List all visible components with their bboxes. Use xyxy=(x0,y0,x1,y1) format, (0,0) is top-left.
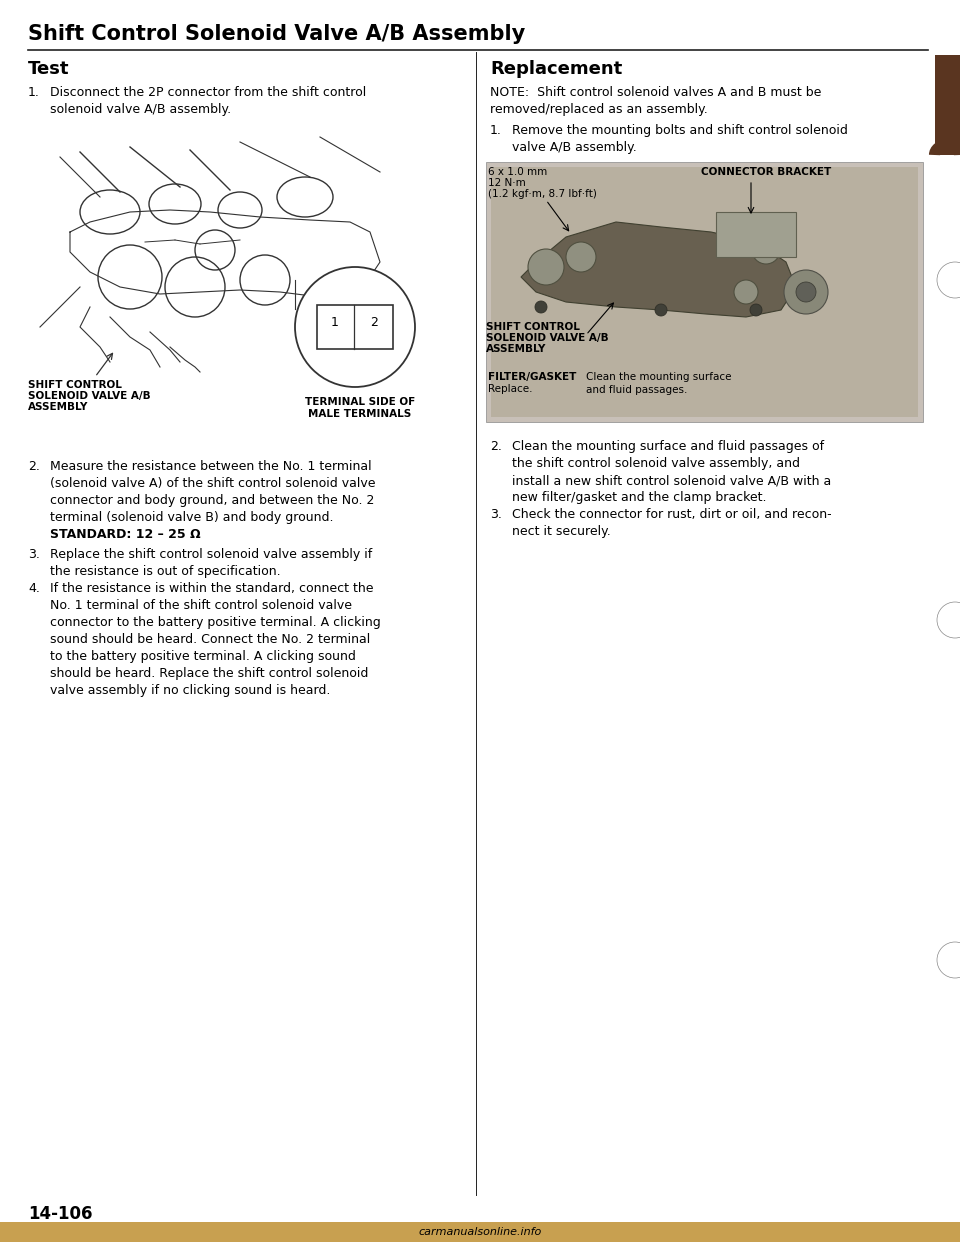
Text: 3.: 3. xyxy=(28,548,40,561)
Circle shape xyxy=(750,304,762,315)
Polygon shape xyxy=(521,222,796,317)
Polygon shape xyxy=(935,55,960,155)
Text: Replace.: Replace. xyxy=(488,384,533,394)
Text: Test: Test xyxy=(28,60,69,78)
Text: 1: 1 xyxy=(331,315,339,328)
Text: Replace the shift control solenoid valve assembly if
the resistance is out of sp: Replace the shift control solenoid valve… xyxy=(50,548,372,578)
Text: 2.: 2. xyxy=(490,440,502,453)
Bar xyxy=(0,1222,960,1242)
Bar xyxy=(28,132,466,442)
Text: 3.: 3. xyxy=(490,508,502,520)
Bar xyxy=(491,166,918,417)
Text: SHIFT CONTROL: SHIFT CONTROL xyxy=(486,322,580,332)
Text: Check the connector for rust, dirt or oil, and recon-
nect it securely.: Check the connector for rust, dirt or oi… xyxy=(512,508,831,538)
Text: 6 x 1.0 mm: 6 x 1.0 mm xyxy=(488,166,547,178)
Circle shape xyxy=(796,282,816,302)
Text: SHIFT CONTROL: SHIFT CONTROL xyxy=(28,380,122,390)
Text: CONNECTOR BRACKET: CONNECTOR BRACKET xyxy=(701,166,831,178)
Circle shape xyxy=(535,301,547,313)
Circle shape xyxy=(528,248,564,284)
Text: carmanualsonline.info: carmanualsonline.info xyxy=(419,1227,541,1237)
Text: Disconnect the 2P connector from the shift control
solenoid valve A/B assembly.: Disconnect the 2P connector from the shi… xyxy=(50,86,367,116)
Text: Clean the mounting surface and fluid passages of
the shift control solenoid valv: Clean the mounting surface and fluid pas… xyxy=(512,440,831,504)
Text: Shift Control Solenoid Valve A/B Assembly: Shift Control Solenoid Valve A/B Assembl… xyxy=(28,24,525,43)
Circle shape xyxy=(937,262,960,298)
Circle shape xyxy=(655,304,667,315)
Text: 12 N·m: 12 N·m xyxy=(488,178,526,188)
Text: Measure the resistance between the No. 1 terminal
(solenoid valve A) of the shif: Measure the resistance between the No. 1… xyxy=(50,460,375,524)
Text: FILTER/GASKET: FILTER/GASKET xyxy=(488,373,576,383)
Text: 14-106: 14-106 xyxy=(28,1205,92,1223)
Text: MALE TERMINALS: MALE TERMINALS xyxy=(308,409,412,419)
Text: Remove the mounting bolts and shift control solenoid
valve A/B assembly.: Remove the mounting bolts and shift cont… xyxy=(512,124,848,154)
Text: TERMINAL SIDE OF: TERMINAL SIDE OF xyxy=(305,397,415,407)
Text: ASSEMBLY: ASSEMBLY xyxy=(486,344,546,354)
Text: If the resistance is within the standard, connect the
No. 1 terminal of the shif: If the resistance is within the standard… xyxy=(50,582,381,697)
Text: (1.2 kgf·m, 8.7 lbf·ft): (1.2 kgf·m, 8.7 lbf·ft) xyxy=(488,189,597,199)
Text: 4.: 4. xyxy=(28,582,40,595)
Text: STANDARD: 12 – 25 Ω: STANDARD: 12 – 25 Ω xyxy=(50,528,201,542)
Circle shape xyxy=(937,941,960,977)
Text: Replacement: Replacement xyxy=(490,60,622,78)
Bar xyxy=(716,212,796,257)
Circle shape xyxy=(734,279,758,304)
Text: 2: 2 xyxy=(370,315,378,328)
Text: Clean the mounting surface
and fluid passages.: Clean the mounting surface and fluid pas… xyxy=(586,373,732,395)
Text: 1.: 1. xyxy=(28,86,40,99)
Circle shape xyxy=(295,267,415,388)
Bar xyxy=(317,306,393,349)
Text: 1.: 1. xyxy=(490,124,502,137)
Bar xyxy=(486,161,923,422)
Circle shape xyxy=(566,242,596,272)
Text: ASSEMBLY: ASSEMBLY xyxy=(28,402,88,412)
Circle shape xyxy=(784,270,828,314)
Text: SOLENOID VALVE A/B: SOLENOID VALVE A/B xyxy=(28,391,151,401)
Circle shape xyxy=(752,236,780,265)
Text: NOTE:  Shift control solenoid valves A and B must be
removed/replaced as an asse: NOTE: Shift control solenoid valves A an… xyxy=(490,86,822,116)
Text: 2.: 2. xyxy=(28,460,40,473)
Text: SOLENOID VALVE A/B: SOLENOID VALVE A/B xyxy=(486,333,609,343)
Circle shape xyxy=(937,602,960,638)
